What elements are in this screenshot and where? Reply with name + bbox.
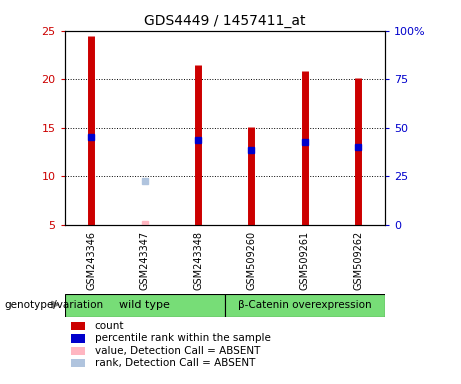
- Bar: [225, 294, 385, 317]
- Text: GSM243347: GSM243347: [140, 231, 150, 290]
- Title: GDS4449 / 1457411_at: GDS4449 / 1457411_at: [144, 14, 306, 28]
- Text: wild type: wild type: [119, 300, 170, 310]
- Text: count: count: [95, 321, 124, 331]
- Text: β-Catenin overexpression: β-Catenin overexpression: [238, 300, 372, 310]
- Text: GSM509261: GSM509261: [300, 231, 310, 290]
- Text: percentile rank within the sample: percentile rank within the sample: [95, 333, 271, 343]
- Text: GSM243346: GSM243346: [86, 231, 96, 290]
- Text: GSM509260: GSM509260: [247, 231, 256, 290]
- Text: GSM243348: GSM243348: [193, 231, 203, 290]
- Text: genotype/variation: genotype/variation: [5, 300, 104, 310]
- Text: rank, Detection Call = ABSENT: rank, Detection Call = ABSENT: [95, 358, 255, 368]
- Text: GSM509262: GSM509262: [353, 230, 363, 290]
- Text: value, Detection Call = ABSENT: value, Detection Call = ABSENT: [95, 346, 260, 356]
- Bar: [65, 294, 225, 317]
